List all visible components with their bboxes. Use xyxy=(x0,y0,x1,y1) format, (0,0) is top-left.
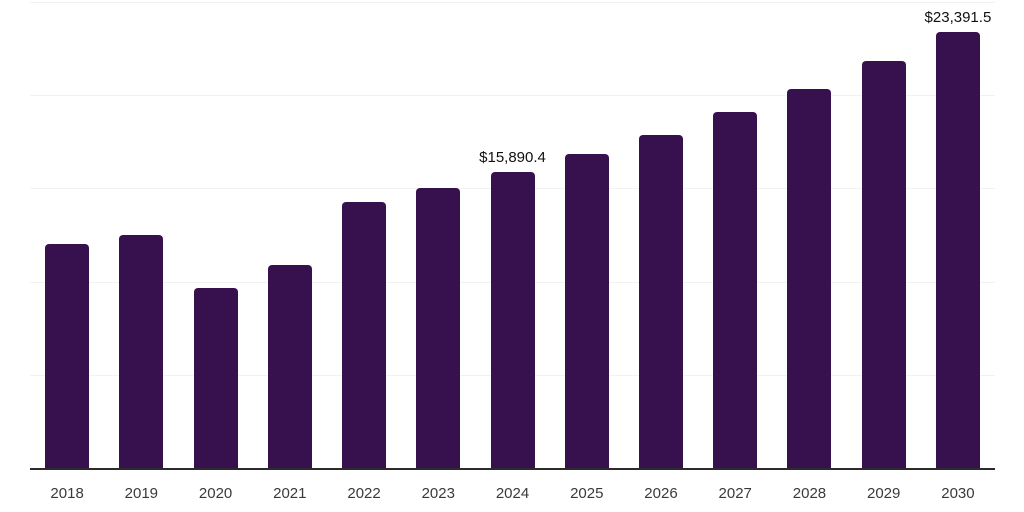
x-tick-label-2022: 2022 xyxy=(347,485,381,502)
bar-2020 xyxy=(193,288,238,468)
bar-slot-2018 xyxy=(30,2,104,468)
gridline-20000 xyxy=(30,95,995,96)
bar-slot-2020 xyxy=(178,2,252,468)
x-tick-label-2018: 2018 xyxy=(50,485,84,502)
bar-value-label-2030: $23,391.5 xyxy=(924,9,992,26)
bar-2028 xyxy=(787,89,832,468)
bar-2029 xyxy=(861,61,906,468)
x-tick-label-2030: 2030 xyxy=(941,485,975,502)
bar-slot-2019 xyxy=(104,2,178,468)
x-tick-label-2028: 2028 xyxy=(792,485,827,502)
bar-2018 xyxy=(45,244,90,468)
x-tick-label-2029: 2029 xyxy=(867,485,901,502)
bar-slot-2027 xyxy=(698,2,772,468)
bar-2019 xyxy=(119,235,164,468)
bar-2025 xyxy=(564,154,609,468)
plot-area: $15,890.4 $23,391.5 xyxy=(30,2,995,470)
bar-slot-2030: $23,391.5 xyxy=(921,2,995,468)
x-tick-label-2024: 2024 xyxy=(495,485,530,502)
bar-slot-2028 xyxy=(772,2,846,468)
x-tick-label-2023: 2023 xyxy=(421,485,455,502)
bar-2024 xyxy=(490,172,535,468)
bar-slot-2024: $15,890.4 xyxy=(475,2,549,468)
bar-slot-2021 xyxy=(253,2,327,468)
x-tick-label-2027: 2027 xyxy=(718,485,752,502)
bar-slot-2022 xyxy=(327,2,401,468)
bars-row: $15,890.4 $23,391.5 xyxy=(30,2,995,468)
bar-value-label-2024: $15,890.4 xyxy=(479,149,546,166)
bar-2021 xyxy=(267,265,312,468)
bar-slot-2026 xyxy=(624,2,698,468)
bar-2027 xyxy=(713,112,758,468)
x-tick-label-2020: 2020 xyxy=(198,485,233,502)
bar-slot-2023 xyxy=(401,2,475,468)
x-tick-label-2021: 2021 xyxy=(273,485,307,502)
x-tick-label-2025: 2025 xyxy=(570,485,604,502)
bar-2026 xyxy=(638,135,683,468)
x-tick-label-2019: 2019 xyxy=(124,485,159,502)
bar-slot-2029 xyxy=(847,2,921,468)
x-axis-labels: 2018 2019 2020 2021 2022 2023 2024 2025 2026 2027… xyxy=(30,485,995,502)
bar-slot-2025 xyxy=(550,2,624,468)
x-tick-label-2026: 2026 xyxy=(644,485,678,502)
x-axis-line xyxy=(30,468,995,470)
bar-2030 xyxy=(935,32,980,468)
gridline-25000 xyxy=(30,2,995,3)
bar-2022 xyxy=(342,202,387,468)
bar-2023 xyxy=(416,188,461,468)
